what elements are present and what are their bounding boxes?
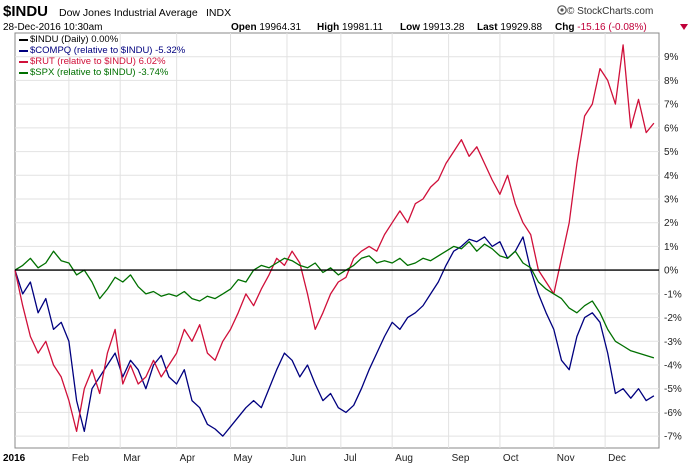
last-value: 19929.88 — [500, 22, 543, 33]
horizontal-gridlines — [15, 56, 659, 437]
legend-swatch — [19, 49, 28, 52]
y-tick-label: -4% — [664, 361, 682, 372]
x-tick-label: Feb — [72, 453, 90, 464]
y-tick-label: 7% — [664, 100, 679, 111]
x-tick-label: Mar — [123, 453, 141, 464]
legend-swatch — [19, 38, 28, 41]
change-label: Chg — [555, 22, 575, 33]
x-tick-label: Aug — [395, 453, 413, 464]
legend-label: $INDU (Daily) 0.00% — [30, 34, 119, 45]
last-label: Last — [477, 22, 498, 33]
x-tick-label: Nov — [557, 453, 575, 464]
x-tick-label: May — [234, 453, 253, 464]
y-tick-label: 3% — [664, 195, 679, 206]
legend-item-spx[interactable]: $SPX (relative to $INDU) -3.74% — [19, 67, 185, 78]
high-label: High — [317, 22, 340, 33]
x-tick-label: Sep — [452, 453, 470, 464]
y-tick-label: -7% — [664, 432, 682, 443]
quote-datetime: 28-Dec-2016 10:30am — [3, 22, 103, 33]
exchange-label: INDX — [206, 7, 232, 19]
y-tick-label: -5% — [664, 384, 682, 395]
low-stat: Low 19913.28 — [400, 22, 465, 33]
branding-text[interactable]: © StockCharts.com — [567, 6, 654, 17]
change-stat: Chg -15.16 (-0.08%) — [555, 22, 647, 33]
change-value: -15.16 (-0.08%) — [577, 22, 647, 33]
x-tick-label: Oct — [503, 453, 519, 464]
triangle-down-icon — [680, 24, 688, 30]
company-name: Dow Jones Industrial Average — [59, 7, 198, 19]
legend-label: $COMPQ (relative to $INDU) -5.32% — [30, 45, 186, 56]
y-tick-label: 8% — [664, 76, 679, 87]
y-tick-label: 9% — [664, 52, 679, 63]
symbol-title: $INDU — [3, 3, 49, 20]
high-value: 19981.11 — [342, 22, 383, 33]
legend-label: $SPX (relative to $INDU) -3.74% — [30, 67, 169, 78]
last-stat: Last 19929.88 — [477, 22, 542, 33]
x-tick-label: 2016 — [3, 453, 26, 464]
x-axis-ticks: 2016 Feb Mar Apr May Jun Jul Aug Sep Oct Nov Dec — [3, 453, 626, 464]
y-tick-label: 2% — [664, 218, 679, 229]
y-tick-label: -3% — [664, 337, 682, 348]
y-tick-label: -1% — [664, 289, 682, 300]
series-line-spx — [14, 241, 655, 359]
x-tick-label: Apr — [180, 453, 196, 464]
legend-label: $RUT (relative to $INDU) 6.02% — [30, 56, 166, 67]
y-tick-label: 0% — [664, 266, 679, 277]
x-tick-label: Dec — [608, 453, 626, 464]
y-tick-label: 4% — [664, 171, 679, 182]
series-layer — [14, 44, 659, 437]
open-stat: Open 19964.31 — [231, 22, 301, 33]
series-line-rut — [14, 44, 655, 433]
chart-legend: $INDU (Daily) 0.00% $COMPQ (relative to … — [19, 34, 185, 78]
legend-swatch — [19, 60, 28, 63]
legend-swatch — [19, 71, 28, 74]
y-tick-label: 1% — [664, 242, 679, 253]
stockcharts-logo-icon — [557, 5, 567, 15]
open-label: Open — [231, 22, 257, 33]
plot-area — [14, 32, 660, 449]
legend-item-indu[interactable]: $INDU (Daily) 0.00% — [19, 34, 185, 45]
low-value: 19913.28 — [422, 22, 465, 33]
y-tick-label: -2% — [664, 313, 682, 324]
legend-item-rut[interactable]: $RUT (relative to $INDU) 6.02% — [19, 56, 185, 67]
y-axis-ticks: 9% 8% 7% 6% 5% 4% 3% 2% 1% 0% -1% -2% -3% -4% -5% -6% -7… — [664, 52, 682, 442]
y-tick-label: 5% — [664, 147, 679, 158]
open-value: 19964.31 — [259, 22, 302, 33]
y-tick-label: -6% — [664, 408, 682, 419]
vertical-gridlines — [68, 33, 606, 448]
y-tick-label: 6% — [664, 123, 679, 134]
x-tick-label: Jul — [344, 453, 357, 464]
high-stat: High 19981.11 — [317, 22, 383, 33]
x-tick-label: Jun — [290, 453, 306, 464]
low-label: Low — [400, 22, 420, 33]
legend-item-compq[interactable]: $COMPQ (relative to $INDU) -5.32% — [19, 45, 185, 56]
